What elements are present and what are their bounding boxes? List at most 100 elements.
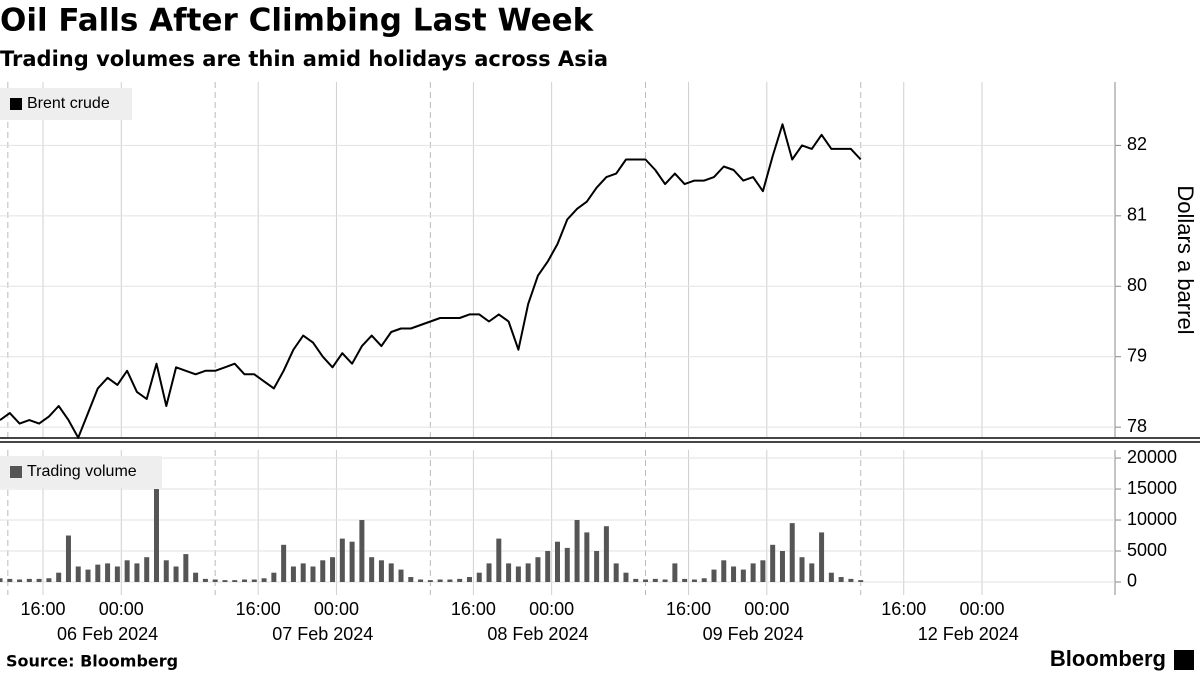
x-tick-label: 00:00 (959, 599, 1004, 619)
volume-bar (173, 566, 179, 582)
volume-bar (437, 579, 443, 582)
volume-bar (858, 580, 864, 582)
volume-bar (378, 560, 384, 582)
volume-bar (134, 563, 140, 582)
y-tick-label: 79 (1127, 345, 1147, 365)
volume-bar (388, 563, 394, 582)
volume-bar (359, 520, 365, 582)
volume-bar (26, 578, 32, 582)
volume-bar (476, 572, 482, 582)
volume-bar (310, 566, 316, 582)
volume-bar (124, 560, 130, 582)
volume-bar (809, 563, 815, 582)
x-tick-label: 00:00 (99, 599, 144, 619)
legend-box (0, 456, 162, 488)
volume-bar (46, 578, 52, 582)
volume-bar (594, 551, 600, 582)
volume-bar (457, 578, 463, 582)
volume-bar (506, 563, 512, 582)
volume-bar (623, 572, 629, 582)
volume-bar (0, 578, 3, 582)
volume-bar (75, 566, 81, 582)
x-tick-label: 00:00 (744, 599, 789, 619)
volume-bar (95, 564, 101, 582)
x-tick-label: 16:00 (881, 599, 926, 619)
volume-bar (114, 566, 120, 582)
volume-bar (349, 541, 355, 582)
legend-swatch (10, 98, 22, 110)
source: Source: Bloomberg (6, 652, 178, 671)
volume-bar (144, 557, 150, 582)
x-tick-label: 16:00 (451, 599, 496, 619)
volume-bar (369, 557, 375, 582)
chart-subtitle: Trading volumes are thin amid holidays a… (0, 47, 608, 71)
volume-bar (789, 523, 795, 582)
volume-bar (711, 569, 717, 582)
y-tick-label: 0 (1127, 571, 1137, 591)
volume-bar (261, 578, 267, 582)
x-date-label: 06 Feb 2024 (57, 624, 158, 644)
volume-bar (202, 578, 208, 582)
volume-bar (339, 538, 345, 582)
volume-bar (56, 572, 62, 582)
volume-bar (163, 560, 169, 582)
x-date-label: 07 Feb 2024 (272, 624, 373, 644)
volume-bar (535, 557, 541, 582)
volume-bar (701, 578, 707, 582)
brand-icon (1174, 650, 1194, 670)
volume-bar (691, 579, 697, 582)
volume-bar (300, 563, 306, 582)
volume-bar (819, 532, 825, 582)
volume-bar (682, 578, 688, 582)
x-date-label: 08 Feb 2024 (487, 624, 588, 644)
volume-bar (662, 579, 668, 582)
volume-bar (105, 563, 111, 582)
volume-bar (613, 563, 619, 582)
volume-bar (838, 577, 844, 582)
volume-bar (418, 579, 424, 582)
volume-bar (848, 578, 854, 582)
volume-bar (721, 560, 727, 582)
volume-bar (652, 578, 658, 582)
volume-bar (212, 579, 218, 582)
y-tick-label: 10000 (1127, 509, 1177, 529)
volume-bar (525, 563, 531, 582)
y-tick-label: 20000 (1127, 447, 1177, 467)
volume-bar (828, 572, 834, 582)
volume-bar (281, 544, 287, 582)
x-date-label: 12 Feb 2024 (918, 624, 1019, 644)
y-tick-label: 15000 (1127, 478, 1177, 498)
volume-bar (232, 580, 238, 582)
volume-bar (427, 580, 433, 582)
volume-bar (633, 578, 639, 582)
volume-bar (36, 578, 42, 582)
volume-bar (408, 577, 414, 582)
x-tick-label: 16:00 (236, 599, 281, 619)
brand: Bloomberg (1050, 646, 1166, 671)
volume-bar (466, 577, 472, 582)
legend-swatch (10, 466, 22, 478)
volume-bar (271, 572, 277, 582)
x-tick-label: 00:00 (314, 599, 359, 619)
price-line (0, 123, 862, 439)
legend-label: Brent crude (27, 95, 110, 112)
volume-bar (750, 563, 756, 582)
volume-bar (740, 569, 746, 582)
volume-bar (486, 563, 492, 582)
chart-title: Oil Falls After Climbing Last Week (0, 3, 595, 39)
volume-bar (643, 579, 649, 582)
volume-bar (545, 551, 551, 582)
volume-bar (290, 566, 296, 582)
panel-divider (0, 441, 1200, 443)
volume-bar (65, 535, 71, 582)
volume-bar (731, 566, 737, 582)
panel-divider (0, 437, 1200, 439)
volume-bar (330, 557, 336, 582)
x-date-label: 09 Feb 2024 (703, 624, 804, 644)
volume-bar (85, 569, 91, 582)
volume-bar (515, 566, 521, 582)
y-axis-label: Dollars a barrel (1173, 185, 1198, 334)
volume-bar (242, 579, 248, 582)
legend-label: Trading volume (27, 463, 137, 480)
